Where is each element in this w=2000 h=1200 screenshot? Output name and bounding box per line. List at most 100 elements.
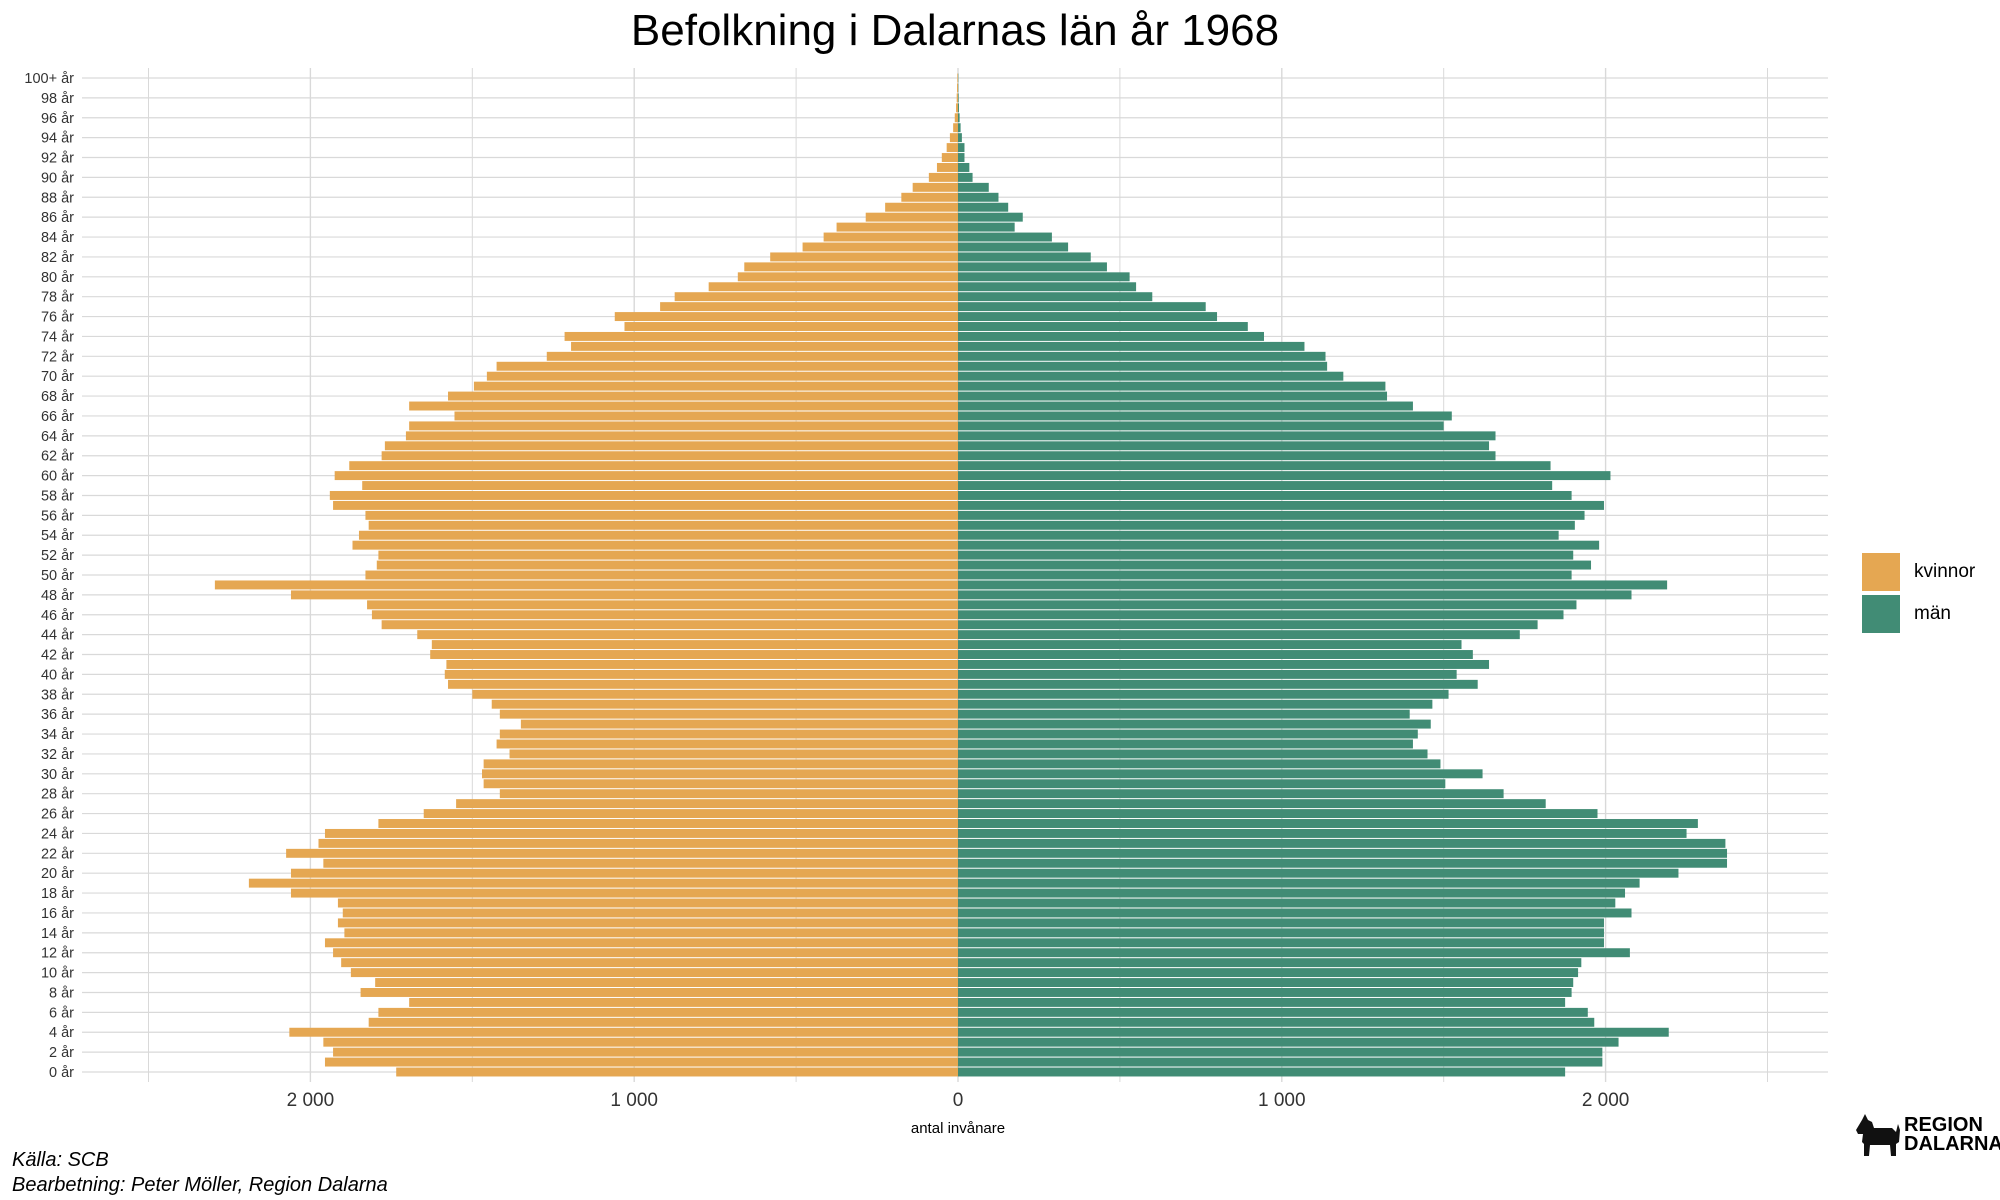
bar-man-23 xyxy=(958,838,1726,848)
y-tick-label: 30 år xyxy=(41,767,74,783)
y-axis-tick-labels: 0 år 2 år 4 år 6 år 8 år 10 år 12 år 14 år 16 år… xyxy=(24,71,74,1081)
bar-man-64 xyxy=(958,431,1496,441)
bar-kvinnor-93 xyxy=(946,143,958,153)
y-tick-label: 74 år xyxy=(41,329,74,345)
bar-kvinnor-82 xyxy=(770,252,958,262)
bar-kvinnor-30 xyxy=(482,769,958,779)
bar-man-36 xyxy=(958,709,1410,719)
bar-kvinnor-74 xyxy=(564,331,958,341)
x-tick-label: 2 000 xyxy=(287,1090,335,1111)
bar-kvinnor-31 xyxy=(483,759,958,769)
bar-kvinnor-84 xyxy=(823,232,958,242)
bar-man-96 xyxy=(958,113,960,123)
bar-kvinnor-44 xyxy=(417,630,958,640)
bar-kvinnor-58 xyxy=(329,491,958,500)
bar-kvinnor-4 xyxy=(289,1027,958,1037)
bar-kvinnor-76 xyxy=(614,312,958,322)
y-tick-label: 66 år xyxy=(41,409,74,425)
y-tick-label: 48 år xyxy=(41,588,74,604)
bar-man-15 xyxy=(958,918,1604,928)
bar-man-30 xyxy=(958,769,1483,779)
bar-man-87 xyxy=(958,202,1009,212)
y-tick-label: 46 år xyxy=(41,608,74,624)
y-tick-label: 86 år xyxy=(41,210,74,226)
bar-kvinnor-12 xyxy=(333,948,958,958)
bar-kvinnor-54 xyxy=(358,530,959,540)
bar-man-24 xyxy=(958,828,1687,838)
bar-man-48 xyxy=(958,590,1632,600)
bar-kvinnor-15 xyxy=(337,918,959,928)
bar-kvinnor-37 xyxy=(491,699,958,709)
y-tick-label: 80 år xyxy=(41,270,74,286)
y-tick-label: 26 år xyxy=(41,807,74,823)
bar-kvinnor-99 xyxy=(957,83,958,93)
bar-kvinnor-95 xyxy=(953,123,958,133)
legend-label-kvinnor: kvinnor xyxy=(1914,561,1976,582)
bar-man-76 xyxy=(958,312,1218,322)
dala-horse-icon xyxy=(1856,1114,1900,1156)
y-tick-label: 10 år xyxy=(41,966,74,982)
bar-kvinnor-72 xyxy=(546,351,958,361)
x-axis-tick-labels: 2 000 1 000 0 1 000 2 000 xyxy=(287,1090,1630,1111)
bar-man-33 xyxy=(958,739,1413,749)
bar-kvinnor-45 xyxy=(381,620,958,630)
bar-kvinnor-17 xyxy=(337,898,959,908)
source-line: Källa: SCB xyxy=(12,1149,109,1171)
y-tick-label: 28 år xyxy=(41,787,74,803)
bar-man-18 xyxy=(958,888,1626,898)
y-tick-label: 36 år xyxy=(41,707,74,723)
bar-man-57 xyxy=(958,500,1604,510)
processing-line: Bearbetning: Peter Möller, Region Dalarn… xyxy=(12,1174,388,1196)
bar-kvinnor-62 xyxy=(381,451,958,461)
bar-man-90 xyxy=(958,172,973,182)
bar-kvinnor-22 xyxy=(286,848,958,858)
bar-man-61 xyxy=(958,461,1551,471)
legend-item-man: män xyxy=(1862,594,1975,634)
bar-kvinnor-40 xyxy=(444,669,959,679)
bar-kvinnor-32 xyxy=(509,749,958,759)
y-tick-label: 24 år xyxy=(41,826,74,842)
bar-man-29 xyxy=(958,779,1446,789)
y-tick-label: 62 år xyxy=(41,449,74,465)
bar-man-4 xyxy=(958,1027,1669,1037)
bar-man-94 xyxy=(958,133,962,143)
bar-kvinnor-26 xyxy=(423,809,959,819)
bar-man-31 xyxy=(958,759,1441,769)
bar-man-26 xyxy=(958,809,1598,819)
y-tick-label: 12 år xyxy=(41,946,74,962)
bar-man-68 xyxy=(958,391,1388,401)
logo-text-region: REGION xyxy=(1904,1114,1983,1136)
bar-man-92 xyxy=(958,153,965,162)
bar-kvinnor-96 xyxy=(954,113,958,123)
bar-man-79 xyxy=(958,282,1137,292)
bar-kvinnor-36 xyxy=(499,709,958,719)
bar-kvinnor-16 xyxy=(342,908,958,918)
bar-man-8 xyxy=(958,988,1572,997)
bar-man-44 xyxy=(958,630,1520,640)
bar-kvinnor-61 xyxy=(349,461,959,471)
y-tick-label: 50 år xyxy=(41,568,74,584)
bar-kvinnor-46 xyxy=(371,610,958,620)
bar-man-7 xyxy=(958,997,1566,1007)
bar-kvinnor-71 xyxy=(496,361,958,371)
bar-kvinnor-39 xyxy=(448,679,958,689)
y-tick-label: 22 år xyxy=(41,846,74,862)
y-tick-label: 64 år xyxy=(41,429,74,445)
y-tick-label: 42 år xyxy=(41,648,74,664)
bar-man-20 xyxy=(958,868,1679,878)
y-tick-label: 82 år xyxy=(41,250,74,266)
bar-kvinnor-88 xyxy=(901,192,958,202)
bar-man-17 xyxy=(958,898,1616,908)
bar-man-41 xyxy=(958,659,1490,669)
bar-man-82 xyxy=(958,252,1091,262)
bar-kvinnor-65 xyxy=(409,421,958,431)
bar-kvinnor-70 xyxy=(486,371,958,381)
bar-kvinnor-38 xyxy=(472,689,958,699)
y-tick-label: 84 år xyxy=(41,230,74,246)
bar-man-73 xyxy=(958,341,1305,351)
y-tick-label: 94 år xyxy=(41,131,74,147)
bar-kvinnor-20 xyxy=(290,868,958,878)
bar-kvinnor-33 xyxy=(496,739,958,749)
bar-man-43 xyxy=(958,640,1462,650)
